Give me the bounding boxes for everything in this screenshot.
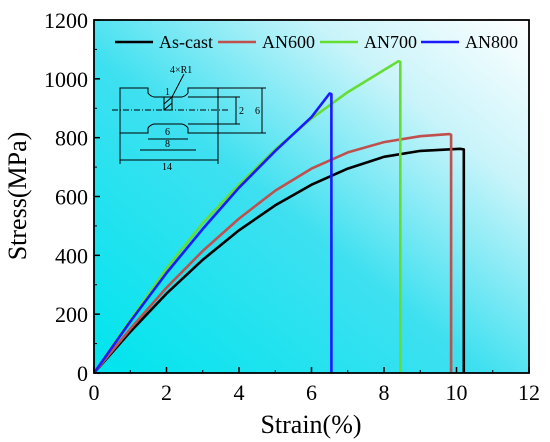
dim-label-4xr1: 4×R1	[170, 65, 192, 76]
series-line-as-cast	[94, 147, 466, 373]
y-tick-label: 1200	[44, 8, 88, 33]
series-line-an800	[94, 92, 333, 373]
series-layer	[94, 59, 466, 373]
y-tick-label: 800	[55, 126, 88, 151]
x-axis-title: Strain(%)	[260, 410, 361, 439]
legend-label: As-cast	[159, 32, 213, 52]
plot-background	[94, 20, 529, 373]
y-axis-title: Stress(MPa)	[3, 132, 32, 261]
x-tick-label: 0	[89, 380, 100, 405]
legend-label: AN600	[262, 32, 315, 52]
x-tick-label: 2	[161, 380, 172, 405]
y-tick-label: 600	[55, 185, 88, 210]
x-tick-label: 4	[234, 380, 245, 405]
y-tick-label: 200	[55, 302, 88, 327]
hatch-line	[163, 102, 173, 111]
y-tick-label: 1000	[44, 67, 88, 92]
x-tick-label: 6	[306, 380, 317, 405]
legend-label: AN700	[364, 32, 417, 52]
dim-label-8: 8	[165, 139, 170, 150]
dim-label-1: 1	[165, 87, 170, 98]
y-tick-label: 0	[77, 361, 88, 386]
x-tick-label: 10	[446, 380, 468, 405]
legend: As-cast AN600 AN700 AN800	[115, 32, 518, 52]
specimen-inset-diagram	[112, 73, 266, 164]
dim-label-14: 14	[162, 162, 172, 173]
series-line-an600	[94, 132, 453, 373]
dim-label-6-right: 6	[255, 106, 260, 117]
dim-label-2: 2	[239, 106, 244, 117]
specimen-dimension-labels: 4×R1 1 2 6 6 8 14	[162, 65, 260, 173]
y-tick-label: 400	[55, 243, 88, 268]
leader-line	[171, 73, 185, 98]
hatch-line	[163, 96, 173, 105]
x-tick-label: 8	[379, 380, 390, 405]
legend-label: AN800	[465, 32, 518, 52]
x-tick-label: 12	[518, 380, 540, 405]
dim-label-6-inner: 6	[165, 127, 170, 138]
